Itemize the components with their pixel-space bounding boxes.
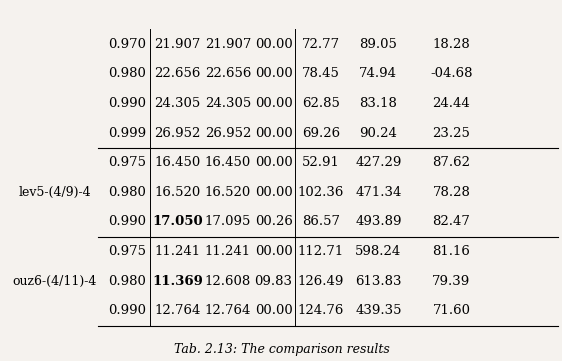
Text: 00.00: 00.00 bbox=[255, 67, 292, 80]
Text: 71.60: 71.60 bbox=[432, 304, 470, 317]
Text: 26.952: 26.952 bbox=[205, 127, 251, 140]
Text: 52.91: 52.91 bbox=[302, 156, 340, 169]
Text: 00.00: 00.00 bbox=[255, 127, 292, 140]
Text: 0.990: 0.990 bbox=[108, 304, 146, 317]
Text: 81.16: 81.16 bbox=[432, 245, 470, 258]
Text: 0.975: 0.975 bbox=[108, 245, 146, 258]
Text: 12.608: 12.608 bbox=[205, 275, 251, 288]
Text: 00.00: 00.00 bbox=[255, 245, 292, 258]
Text: 24.44: 24.44 bbox=[433, 97, 470, 110]
Text: Tab. 2.13: The comparison results: Tab. 2.13: The comparison results bbox=[174, 343, 390, 356]
Text: 87.62: 87.62 bbox=[432, 156, 470, 169]
Text: ouz6-(4/11)-4: ouz6-(4/11)-4 bbox=[13, 275, 97, 288]
Text: 0.980: 0.980 bbox=[108, 186, 146, 199]
Text: 0.990: 0.990 bbox=[108, 216, 146, 229]
Text: 24.305: 24.305 bbox=[205, 97, 251, 110]
Text: 16.520: 16.520 bbox=[205, 186, 251, 199]
Text: 12.764: 12.764 bbox=[205, 304, 251, 317]
Text: 21.907: 21.907 bbox=[205, 38, 251, 51]
Text: 0.980: 0.980 bbox=[108, 67, 146, 80]
Text: 89.05: 89.05 bbox=[360, 38, 397, 51]
Text: 69.26: 69.26 bbox=[302, 127, 340, 140]
Text: 427.29: 427.29 bbox=[355, 156, 402, 169]
Text: 0.990: 0.990 bbox=[108, 97, 146, 110]
Text: 23.25: 23.25 bbox=[432, 127, 470, 140]
Text: 22.656: 22.656 bbox=[205, 67, 251, 80]
Text: 0.999: 0.999 bbox=[108, 127, 146, 140]
Text: 112.71: 112.71 bbox=[298, 245, 344, 258]
Text: 83.18: 83.18 bbox=[360, 97, 397, 110]
Text: 17.050: 17.050 bbox=[152, 216, 203, 229]
Text: 613.83: 613.83 bbox=[355, 275, 402, 288]
Text: 78.28: 78.28 bbox=[432, 186, 470, 199]
Text: 24.305: 24.305 bbox=[155, 97, 201, 110]
Text: 74.94: 74.94 bbox=[359, 67, 397, 80]
Text: 126.49: 126.49 bbox=[298, 275, 344, 288]
Text: 00.00: 00.00 bbox=[255, 156, 292, 169]
Text: 00.26: 00.26 bbox=[255, 216, 293, 229]
Text: 90.24: 90.24 bbox=[360, 127, 397, 140]
Text: 00.00: 00.00 bbox=[255, 38, 292, 51]
Text: 471.34: 471.34 bbox=[355, 186, 402, 199]
Text: 17.095: 17.095 bbox=[205, 216, 251, 229]
Text: 86.57: 86.57 bbox=[302, 216, 340, 229]
Text: 00.00: 00.00 bbox=[255, 97, 292, 110]
Text: 0.970: 0.970 bbox=[108, 38, 146, 51]
Text: 26.952: 26.952 bbox=[155, 127, 201, 140]
Text: 79.39: 79.39 bbox=[432, 275, 470, 288]
Text: lev5-(4/9)-4: lev5-(4/9)-4 bbox=[19, 186, 91, 199]
Text: 82.47: 82.47 bbox=[432, 216, 470, 229]
Text: 09.83: 09.83 bbox=[255, 275, 293, 288]
Text: 0.980: 0.980 bbox=[108, 275, 146, 288]
Text: 21.907: 21.907 bbox=[155, 38, 201, 51]
Text: 493.89: 493.89 bbox=[355, 216, 402, 229]
Text: 11.241: 11.241 bbox=[205, 245, 251, 258]
Text: 439.35: 439.35 bbox=[355, 304, 402, 317]
Text: 16.450: 16.450 bbox=[205, 156, 251, 169]
Text: 0.975: 0.975 bbox=[108, 156, 146, 169]
Text: 16.450: 16.450 bbox=[155, 156, 201, 169]
Text: -04.68: -04.68 bbox=[430, 67, 473, 80]
Text: 11.241: 11.241 bbox=[155, 245, 201, 258]
Text: 00.00: 00.00 bbox=[255, 186, 292, 199]
Text: 12.764: 12.764 bbox=[155, 304, 201, 317]
Text: 598.24: 598.24 bbox=[355, 245, 401, 258]
Text: 16.520: 16.520 bbox=[155, 186, 201, 199]
Text: 22.656: 22.656 bbox=[155, 67, 201, 80]
Text: 78.45: 78.45 bbox=[302, 67, 340, 80]
Text: 62.85: 62.85 bbox=[302, 97, 340, 110]
Text: 18.28: 18.28 bbox=[433, 38, 470, 51]
Text: 11.369: 11.369 bbox=[152, 275, 203, 288]
Text: 102.36: 102.36 bbox=[298, 186, 344, 199]
Text: 00.00: 00.00 bbox=[255, 304, 292, 317]
Text: 72.77: 72.77 bbox=[302, 38, 340, 51]
Text: 124.76: 124.76 bbox=[298, 304, 344, 317]
